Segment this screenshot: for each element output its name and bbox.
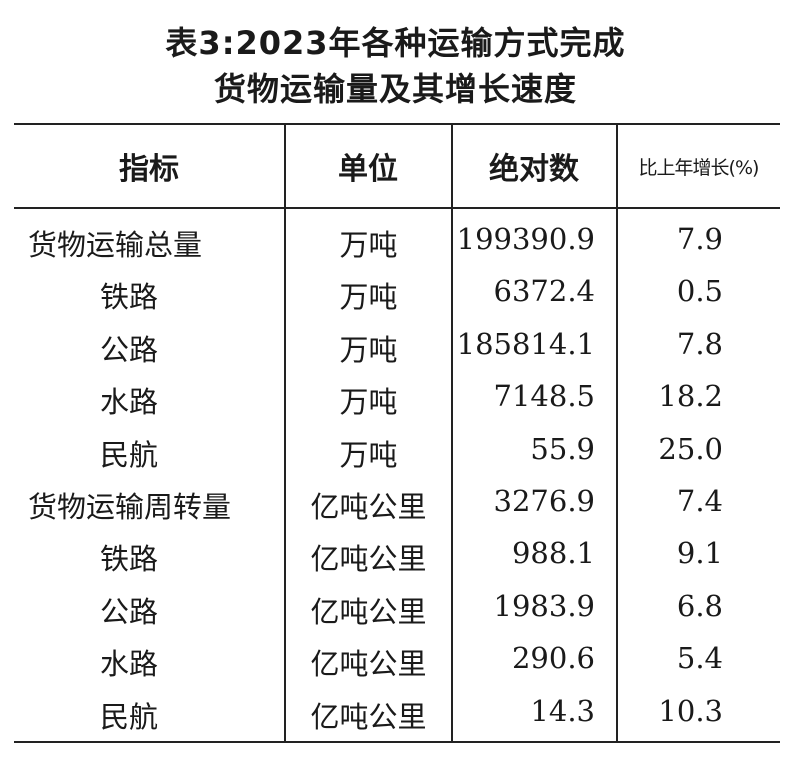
column-divider	[284, 124, 286, 742]
absolute-cell: 55.9	[530, 431, 595, 466]
growth-cell: 7.4	[676, 484, 723, 518]
table-row: 铁路 万吨 6372.4 0.5	[0, 266, 791, 318]
absolute-cell: 1983.9	[493, 588, 595, 623]
absolute-cell: 988.1	[511, 536, 595, 571]
indicator-cell: 水路	[100, 385, 159, 420]
unit-cell: 亿吨公里	[310, 490, 427, 524]
top-rule	[14, 123, 780, 125]
indicator-cell: 货物运输总量	[28, 228, 203, 262]
table-title-line1: 表3:2023年各种运输方式完成	[165, 24, 626, 62]
growth-cell: 7.8	[676, 326, 723, 361]
indicator-cell: 货物运输周转量	[28, 490, 232, 524]
indicator-cell: 铁路	[100, 280, 159, 315]
growth-cell: 9.1	[676, 536, 723, 571]
header-growth: 比上年增长(%)	[638, 156, 760, 179]
unit-cell: 万吨	[339, 385, 398, 420]
header-absolute: 绝对数	[489, 152, 579, 187]
absolute-cell: 14.3	[530, 693, 595, 728]
indicator-cell: 民航	[100, 437, 159, 472]
indicator-cell: 民航	[100, 699, 159, 734]
absolute-cell: 7148.5	[493, 379, 595, 414]
growth-cell: 25.0	[658, 431, 723, 466]
table-row: 铁路 亿吨公里 988.1 9.1	[0, 528, 791, 580]
indicator-cell: 铁路	[100, 542, 159, 577]
unit-cell: 万吨	[339, 437, 398, 472]
column-divider	[616, 124, 618, 742]
table-row: 公路 万吨 185814.1 7.8	[0, 319, 791, 371]
growth-cell: 5.4	[676, 641, 723, 676]
growth-cell: 10.3	[658, 693, 723, 728]
absolute-cell: 290.6	[511, 641, 595, 676]
header-rule	[14, 207, 780, 209]
unit-cell: 万吨	[339, 332, 398, 367]
absolute-cell: 199390.9	[456, 222, 595, 256]
absolute-cell: 3276.9	[493, 484, 595, 518]
growth-cell: 0.5	[676, 274, 723, 309]
table-row: 水路 亿吨公里 290.6 5.4	[0, 633, 791, 685]
column-divider	[451, 124, 453, 742]
absolute-cell: 6372.4	[493, 274, 595, 309]
growth-cell: 18.2	[658, 379, 723, 414]
growth-cell: 6.8	[676, 588, 723, 623]
unit-cell: 亿吨公里	[310, 647, 427, 682]
unit-cell: 亿吨公里	[310, 594, 427, 629]
table-row: 公路 亿吨公里 1983.9 6.8	[0, 581, 791, 633]
indicator-cell: 公路	[100, 332, 159, 367]
header-indicator: 指标	[119, 152, 179, 187]
header-unit: 单位	[338, 152, 398, 187]
table-row: 水路 万吨 7148.5 18.2	[0, 371, 791, 423]
unit-cell: 万吨	[339, 228, 398, 262]
bottom-rule	[14, 741, 780, 743]
unit-cell: 亿吨公里	[310, 542, 427, 577]
unit-cell: 万吨	[339, 280, 398, 315]
table-row: 货物运输周转量 亿吨公里 3276.9 7.4	[0, 476, 791, 528]
table-row: 货物运输总量 万吨 199390.9 7.9	[0, 214, 791, 266]
table-row: 民航 万吨 55.9 25.0	[0, 424, 791, 476]
indicator-cell: 水路	[100, 647, 159, 682]
absolute-cell: 185814.1	[456, 326, 595, 361]
table-title-line2: 货物运输量及其增长速度	[213, 70, 577, 108]
indicator-cell: 公路	[100, 594, 159, 629]
unit-cell: 亿吨公里	[310, 699, 427, 734]
table-row: 民航 亿吨公里 14.3 10.3	[0, 686, 791, 738]
growth-cell: 7.9	[676, 222, 723, 256]
